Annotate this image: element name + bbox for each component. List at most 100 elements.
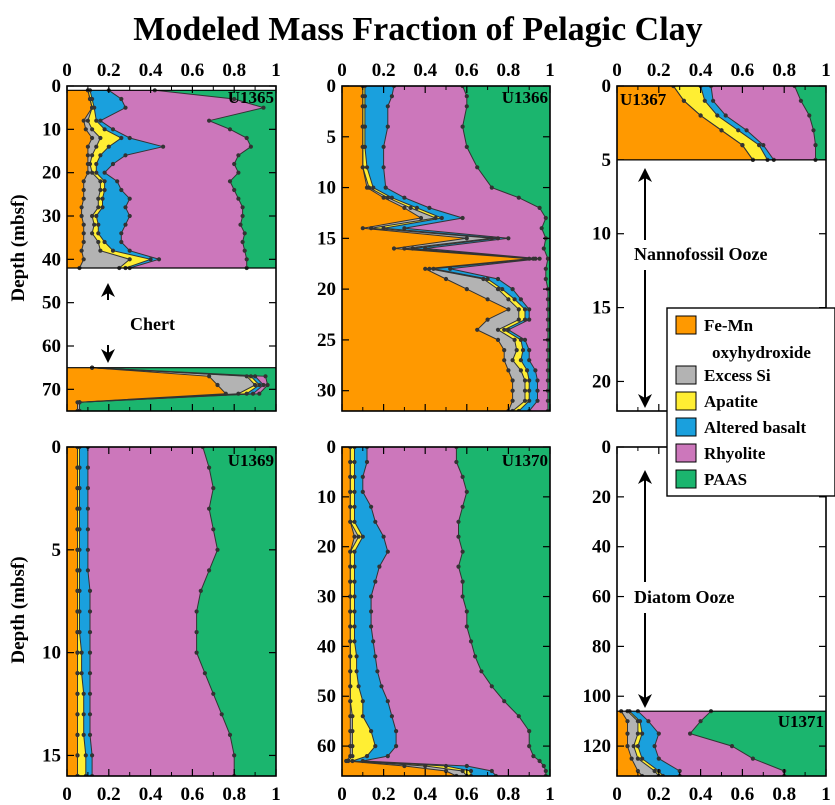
data-point bbox=[460, 549, 465, 554]
data-point bbox=[500, 287, 505, 292]
data-point bbox=[77, 568, 82, 573]
legend-swatch bbox=[675, 391, 697, 411]
data-point bbox=[527, 358, 532, 363]
data-point bbox=[90, 127, 95, 132]
data-point bbox=[502, 699, 507, 704]
data-point bbox=[102, 179, 107, 184]
data-point bbox=[127, 248, 132, 253]
data-point bbox=[348, 519, 353, 524]
data-point bbox=[506, 307, 511, 312]
data-point bbox=[485, 276, 490, 282]
data-point bbox=[81, 712, 86, 717]
data-point bbox=[98, 187, 103, 193]
data-point bbox=[418, 215, 424, 221]
data-point bbox=[81, 257, 86, 262]
x-tick-label: 0.2 bbox=[372, 60, 396, 81]
data-point bbox=[360, 758, 365, 764]
data-point bbox=[541, 246, 546, 251]
data-point bbox=[464, 287, 469, 292]
data-point bbox=[381, 165, 386, 170]
data-point bbox=[207, 374, 212, 379]
data-point bbox=[652, 744, 657, 749]
data-point bbox=[545, 256, 550, 261]
data-point bbox=[495, 276, 501, 282]
data-point bbox=[527, 398, 532, 403]
data-point bbox=[354, 669, 359, 674]
data-point bbox=[715, 113, 720, 118]
data-point bbox=[77, 465, 82, 470]
legend-swatch bbox=[675, 417, 697, 437]
data-point bbox=[236, 153, 241, 158]
data-point bbox=[115, 179, 120, 184]
data-point bbox=[81, 732, 86, 738]
data-point bbox=[518, 337, 524, 342]
data-point bbox=[410, 246, 415, 251]
area-paas bbox=[462, 86, 550, 411]
y-tick-label: 5 bbox=[52, 540, 62, 561]
x-tick-label: 0 bbox=[612, 784, 622, 805]
annotation-chert: Chert bbox=[130, 314, 175, 334]
data-point bbox=[811, 128, 816, 133]
data-point bbox=[248, 144, 253, 149]
y-tick-label: 50 bbox=[317, 686, 336, 707]
data-point bbox=[408, 205, 413, 210]
data-point bbox=[96, 205, 101, 210]
data-point bbox=[75, 691, 80, 696]
data-point bbox=[527, 317, 532, 322]
data-point bbox=[232, 96, 237, 102]
y-tick-label: 40 bbox=[42, 249, 61, 270]
data-point bbox=[98, 118, 103, 123]
data-point bbox=[545, 327, 550, 332]
data-point bbox=[352, 609, 357, 614]
data-point bbox=[81, 196, 86, 201]
data-point bbox=[545, 358, 550, 363]
data-point bbox=[385, 195, 390, 200]
data-point bbox=[194, 650, 199, 655]
data-point bbox=[807, 113, 812, 118]
boundary-line bbox=[710, 86, 775, 161]
data-point bbox=[350, 754, 355, 759]
x-tick-label: 0.4 bbox=[689, 60, 713, 81]
data-point bbox=[348, 579, 353, 584]
data-point bbox=[265, 382, 270, 388]
data-point bbox=[102, 127, 107, 132]
y-tick-label: 20 bbox=[317, 537, 336, 558]
data-point bbox=[352, 579, 357, 584]
data-point bbox=[85, 568, 90, 573]
data-point bbox=[240, 213, 245, 219]
data-point bbox=[543, 768, 548, 774]
data-point bbox=[635, 744, 641, 749]
y-tick-label: 100 bbox=[583, 686, 612, 707]
y-tick-label: 20 bbox=[592, 487, 611, 508]
area-excess-si bbox=[621, 711, 659, 776]
data-point bbox=[454, 459, 459, 465]
data-point bbox=[510, 378, 515, 383]
x-tick-label: 0.2 bbox=[647, 60, 671, 81]
data-point bbox=[119, 187, 124, 193]
data-point bbox=[81, 118, 86, 123]
data-point bbox=[495, 337, 501, 342]
data-point bbox=[527, 378, 532, 383]
y-tick-label: 60 bbox=[317, 736, 336, 757]
area-rhyolite bbox=[362, 447, 546, 776]
data-point bbox=[219, 712, 224, 717]
data-point bbox=[443, 768, 449, 774]
data-point bbox=[485, 297, 490, 302]
data-point bbox=[215, 382, 220, 388]
area-rhyolite bbox=[87, 447, 235, 776]
y-tick-label: 15 bbox=[317, 228, 336, 249]
data-point bbox=[360, 489, 365, 494]
x-tick-label: 0.2 bbox=[97, 784, 121, 805]
data-point bbox=[77, 588, 82, 594]
area-paas bbox=[196, 447, 276, 776]
data-point bbox=[736, 128, 741, 133]
data-point bbox=[350, 729, 355, 734]
data-point bbox=[506, 327, 511, 332]
data-point bbox=[79, 213, 84, 219]
data-point bbox=[87, 712, 93, 717]
legend-label: Fe-Mn bbox=[704, 316, 754, 335]
legend-label-cont: oxyhydroxide bbox=[712, 343, 811, 362]
area-altered-basalt bbox=[364, 86, 540, 411]
